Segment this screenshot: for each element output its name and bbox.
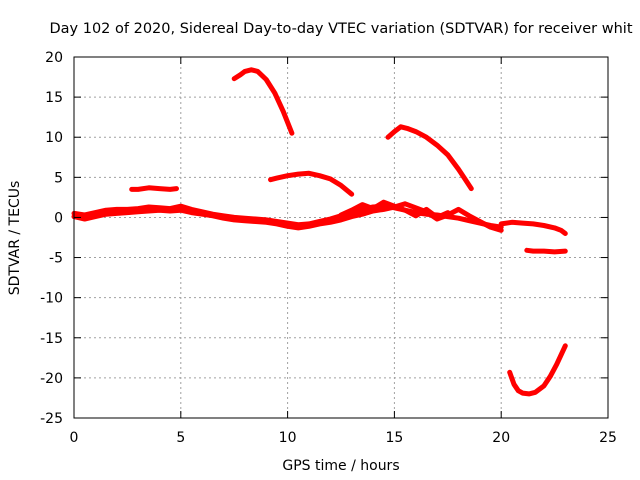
y-axis-label: SDTVAR / TECUs [7, 181, 23, 296]
x-tick-label: 10 [279, 430, 297, 446]
plot-frame [73, 56, 609, 419]
y-tick-label: 20 [45, 50, 63, 66]
x-tick-label: 0 [70, 430, 79, 446]
series-arc-tail [498, 219, 568, 236]
series-arc-flat [524, 247, 568, 255]
y-tick-label: 15 [45, 90, 63, 106]
series-arc-short [129, 185, 179, 192]
axis-ticks: 0 5 10 15 20 25 -25 -20 -15 -10 -5 0 5 10 15 20 [40, 50, 617, 446]
data-series [71, 67, 568, 397]
y-tick-label: -20 [40, 371, 63, 387]
series-arc-high [231, 67, 295, 136]
y-tick-label: -10 [40, 291, 63, 307]
series-arc-wiggle [338, 199, 451, 220]
y-tick-label: 0 [54, 210, 63, 226]
x-axis-label: GPS time / hours [282, 458, 399, 474]
x-tick-label: 20 [492, 430, 510, 446]
series-arc-upper-right [385, 124, 474, 192]
y-tick-label: -15 [40, 331, 63, 347]
x-tick-label: 5 [176, 430, 185, 446]
grid-lines [74, 57, 608, 418]
x-tick-label: 25 [599, 430, 617, 446]
y-tick-label: -5 [49, 251, 63, 267]
chart-title: Day 102 of 2020, Sidereal Day-to-day VTE… [49, 21, 632, 37]
series-arc-low [507, 343, 568, 397]
series-arc-mid [268, 170, 355, 197]
y-tick-label: -25 [40, 411, 63, 427]
y-tick-label: 10 [45, 130, 63, 146]
x-tick-label: 15 [385, 430, 403, 446]
y-tick-label: 5 [54, 170, 63, 186]
